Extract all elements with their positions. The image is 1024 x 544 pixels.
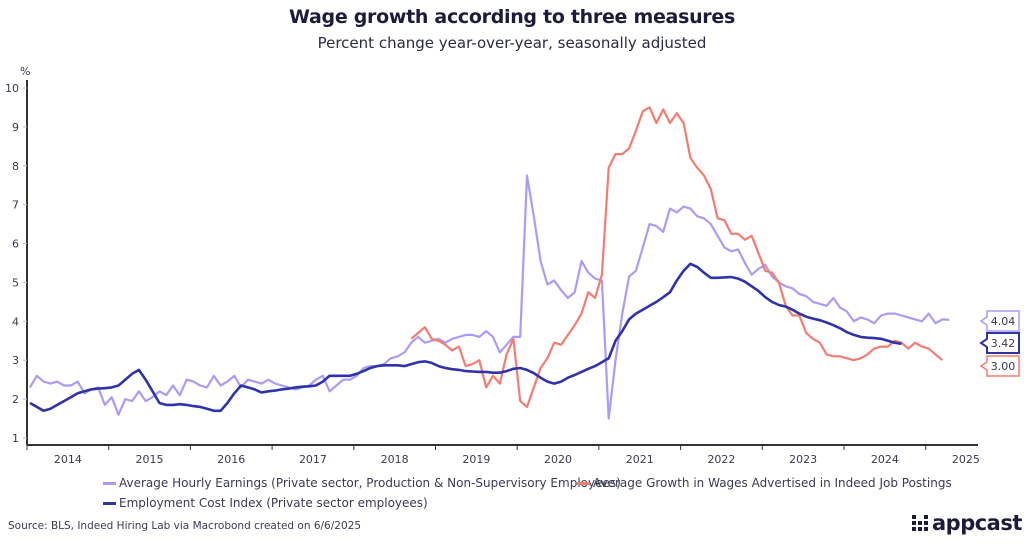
y-tick-label: 6	[12, 238, 19, 251]
x-tick-label: 2020	[544, 453, 572, 466]
legend-item-ahe[interactable]: Average Hourly Earnings (Private sector,…	[103, 476, 621, 490]
y-tick-label: 1	[12, 432, 19, 445]
x-tick-label: 2014	[54, 453, 82, 466]
series-line-eci	[29, 262, 902, 413]
logo-text: appcast	[932, 511, 1022, 535]
legend-item-eci[interactable]: Employment Cost Index (Private sector em…	[103, 496, 428, 510]
x-tick-label: 2018	[381, 453, 409, 466]
y-tick-label: 4	[12, 315, 19, 328]
legend-label-eci: Employment Cost Index (Private sector em…	[119, 496, 428, 510]
end-label-box	[979, 332, 1020, 354]
y-tick-label: 10	[5, 82, 19, 95]
y-tick-label: 5	[12, 276, 19, 289]
x-tick-label: 2024	[871, 453, 899, 466]
x-tick-label: 2019	[462, 453, 490, 466]
y-axis-label: %	[20, 65, 30, 78]
x-tick-label: 2025	[952, 453, 980, 466]
legend-label-indeed: Average Growth in Wages Advertised in In…	[593, 476, 952, 490]
x-tick-label: 2022	[707, 453, 735, 466]
x-axis: 2014 2015 2016 2017 2018 2019 2020 2021 2022 2023…	[26, 444, 980, 466]
end-label-box	[979, 355, 1020, 377]
x-tick-label: 2021	[626, 453, 654, 466]
x-tick-label: 2015	[136, 453, 164, 466]
y-tick-label: 2	[12, 393, 19, 406]
appcast-logo: appcast	[912, 511, 1022, 535]
end-label-eci: 3.42	[979, 332, 1020, 354]
source-note: Source: BLS, Indeed Hiring Lab via Macro…	[8, 520, 361, 532]
end-label-box	[979, 310, 1020, 332]
legend-swatch-indeed	[577, 481, 590, 485]
legend-label-ahe: Average Hourly Earnings (Private sector,…	[119, 476, 621, 490]
x-tick-label: 2016	[217, 453, 245, 466]
x-tick-label: 2017	[299, 453, 327, 466]
end-label-value: 3.00	[991, 360, 1016, 373]
y-tick-label: 3	[12, 354, 19, 367]
end-label-indeed: 3.00	[979, 355, 1020, 377]
series-line-indeed	[410, 106, 944, 408]
legend-swatch-ahe	[103, 481, 116, 485]
y-tick-label: 8	[12, 160, 19, 173]
x-tick-label: 2023	[789, 453, 817, 466]
chart-title: Wage growth according to three measures	[289, 6, 735, 28]
end-labels: 4.04 3.42 3.00	[979, 310, 1020, 377]
legend-swatch-eci	[103, 501, 116, 505]
legend-item-indeed[interactable]: Average Growth in Wages Advertised in In…	[577, 476, 952, 490]
y-axis: 1 2 3 4 5 6 7 8 9 10	[5, 80, 28, 445]
end-label-value: 4.04	[991, 315, 1016, 328]
end-label-value: 3.42	[991, 337, 1016, 350]
series-group	[29, 106, 950, 420]
y-tick-label: 7	[12, 199, 19, 212]
chart-subtitle: Percent change year-over-year, seasonall…	[317, 34, 707, 52]
end-label-ahe: 4.04	[979, 310, 1020, 332]
logo-dots-icon	[912, 515, 928, 531]
y-tick-label: 9	[12, 121, 19, 134]
series-line-ahe	[29, 174, 950, 420]
